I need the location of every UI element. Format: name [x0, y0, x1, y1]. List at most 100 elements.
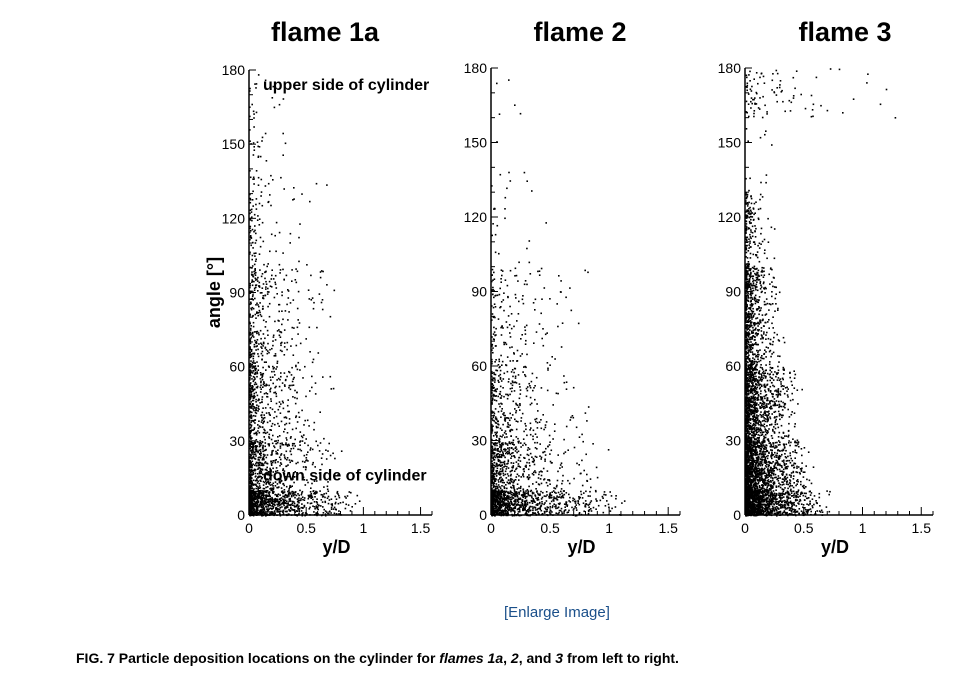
data-point: [569, 419, 572, 421]
y-tick-label: 60: [229, 359, 245, 375]
data-point: [285, 417, 288, 419]
data-point: [296, 391, 298, 394]
data-point: [492, 411, 495, 413]
data-point: [536, 508, 538, 511]
data-point: [504, 443, 507, 445]
data-point: [525, 466, 527, 468]
data-point: [253, 113, 255, 115]
data-point: [266, 473, 269, 476]
data-point: [272, 382, 274, 385]
data-point: [295, 494, 298, 497]
data-point: [786, 503, 789, 506]
data-point: [515, 504, 518, 506]
data-point: [523, 470, 525, 473]
data-point: [328, 442, 330, 445]
data-point: [255, 497, 258, 499]
data-point: [254, 368, 257, 371]
data-point: [272, 485, 274, 487]
data-point: [499, 501, 501, 504]
data-point: [497, 318, 500, 320]
annotation: down side of cylinder: [263, 468, 427, 485]
data-point: [257, 145, 259, 148]
data-point: [315, 506, 318, 509]
data-point: [510, 491, 512, 493]
data-point: [502, 511, 505, 513]
data-point: [252, 451, 254, 454]
data-point: [289, 388, 292, 391]
data-point: [299, 444, 301, 446]
data-point: [517, 420, 519, 423]
data-point: [261, 396, 264, 398]
data-point: [250, 371, 253, 373]
data-point: [251, 399, 254, 402]
data-point: [747, 508, 749, 510]
data-point: [254, 260, 257, 262]
data-point: [549, 483, 551, 485]
data-point: [492, 435, 495, 437]
data-point: [791, 506, 793, 508]
data-point: [279, 349, 282, 352]
data-point: [311, 375, 313, 378]
data-point: [510, 493, 513, 496]
data-point: [528, 261, 531, 264]
data-point: [509, 332, 511, 334]
data-point: [268, 483, 270, 485]
data-point: [257, 314, 259, 317]
data-point: [500, 492, 503, 495]
data-point: [504, 498, 506, 500]
data-point: [568, 500, 570, 502]
data-point: [548, 497, 551, 499]
data-point: [281, 506, 283, 508]
data-point: [575, 509, 578, 511]
data-point: [275, 221, 278, 224]
data-point: [523, 430, 525, 433]
data-point: [261, 287, 264, 289]
data-point: [555, 492, 557, 494]
data-point: [578, 436, 581, 438]
data-point: [298, 510, 300, 512]
data-point: [492, 384, 495, 387]
data-point: [532, 435, 534, 438]
data-point: [549, 492, 552, 494]
data-point: [495, 390, 498, 393]
data-point: [287, 410, 289, 413]
data-point: [259, 311, 261, 314]
data-point: [516, 451, 518, 454]
data-point: [266, 421, 269, 424]
data-point: [274, 423, 276, 426]
data-point: [257, 509, 259, 511]
data-point: [557, 392, 559, 395]
data-point: [782, 500, 784, 502]
data-point: [507, 381, 510, 383]
data-point: [584, 504, 587, 506]
data-point: [289, 302, 292, 304]
data-point: [260, 512, 263, 515]
data-point: [510, 457, 512, 459]
data-point: [313, 421, 316, 424]
data-point: [276, 366, 278, 368]
data-point: [320, 301, 323, 304]
data-point: [574, 515, 577, 517]
data-point: [491, 397, 494, 399]
data-point: [505, 433, 507, 435]
data-point: [520, 504, 522, 506]
data-point: [251, 429, 253, 431]
data-point: [515, 274, 518, 277]
data-point: [258, 466, 261, 469]
data-point: [326, 284, 328, 286]
data-point: [261, 464, 263, 467]
data-point: [523, 495, 526, 497]
data-point: [274, 481, 277, 483]
data-point: [255, 87, 257, 89]
data-point: [314, 492, 316, 494]
data-point: [502, 378, 505, 380]
data-point: [334, 457, 336, 460]
data-point: [289, 384, 291, 387]
data-point: [293, 501, 295, 503]
data-point: [508, 447, 511, 449]
data-point: [263, 497, 266, 499]
data-point: [253, 353, 256, 355]
data-point: [252, 456, 255, 458]
data-point: [253, 445, 255, 448]
data-point: [262, 307, 264, 310]
